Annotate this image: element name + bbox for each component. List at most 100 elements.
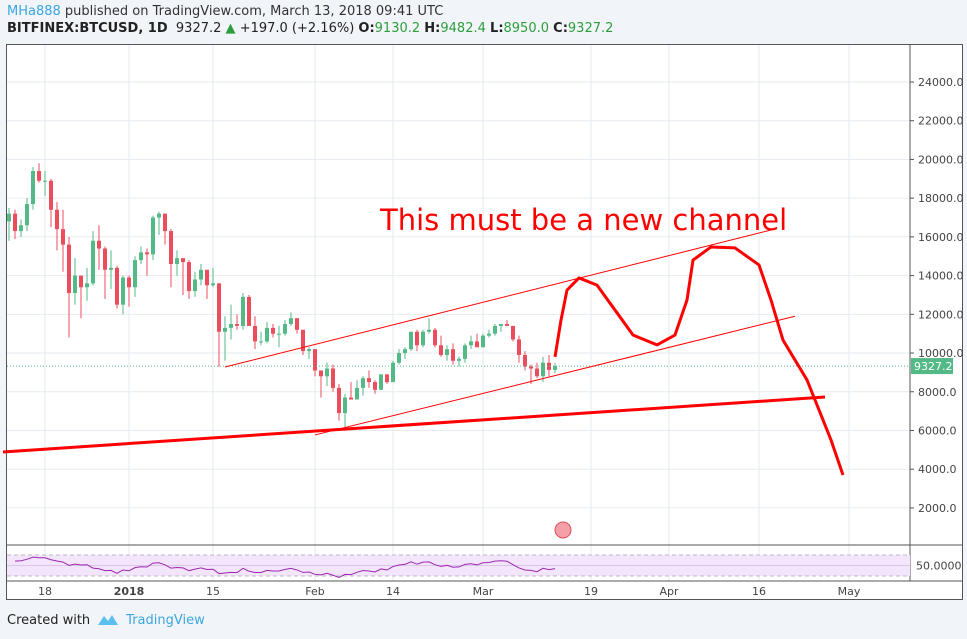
candle [145, 248, 149, 276]
candle [247, 294, 251, 326]
candle-body [115, 267, 119, 305]
candle [19, 219, 23, 237]
low-value: 8950.0 [503, 21, 550, 36]
candle-body [391, 362, 395, 383]
candle [139, 246, 143, 264]
candle-body [157, 213, 161, 218]
candle-body [397, 353, 401, 363]
candle [421, 329, 425, 348]
channel-lower-line [314, 315, 796, 436]
candle [85, 267, 89, 301]
candle-body [19, 225, 23, 232]
candle-body [469, 341, 473, 346]
candle [523, 351, 527, 371]
candle [313, 349, 317, 377]
candle [235, 314, 239, 330]
candle [205, 269, 209, 299]
candle-body [85, 283, 89, 288]
candle-body [403, 349, 407, 354]
candle-body [415, 331, 419, 346]
candle [283, 320, 287, 336]
candle-body [499, 324, 503, 326]
candle [445, 345, 449, 361]
candle-body [193, 279, 197, 292]
candle [73, 258, 77, 305]
candle [355, 380, 359, 400]
candle [193, 271, 197, 297]
candle-body [511, 325, 515, 340]
time-tick-label: May [838, 585, 861, 598]
candle-body [325, 368, 329, 377]
chart-frame[interactable] [6, 44, 963, 600]
candle-body [7, 213, 11, 222]
candle-body [133, 260, 137, 288]
last-price-badge [911, 358, 953, 375]
time-tick-label: 15 [206, 585, 220, 598]
candle [391, 360, 395, 383]
candle-body [271, 327, 275, 334]
candle [49, 178, 53, 228]
candle-body [103, 248, 107, 270]
publish-text: published on TradingView.com, March 13, … [64, 4, 444, 19]
price-tick-label: 4000.0 [918, 463, 957, 476]
candle [169, 229, 173, 288]
time-tick-label: 14 [386, 585, 400, 598]
candle [61, 209, 65, 272]
candle [43, 171, 47, 197]
price-tick-label: 20000.0 [918, 153, 964, 166]
candle-body [235, 324, 239, 326]
candle-body [229, 324, 233, 328]
candle-body [307, 349, 311, 352]
candle-body [487, 333, 491, 336]
candle [127, 275, 131, 307]
candle [217, 283, 221, 367]
candle [229, 304, 233, 340]
candle [7, 207, 11, 241]
candle-body [301, 329, 305, 352]
symbol-info: BITFINEX:BTCUSD, 1D 9327.2 ▲ +197.0 (+2.… [7, 21, 613, 36]
candle-body [139, 252, 143, 261]
candle-body [199, 269, 203, 280]
high-value: 9482.4 [440, 21, 486, 36]
candle-body [79, 275, 83, 288]
candle [553, 363, 557, 374]
candle-body [13, 213, 17, 232]
close-value: 9327.2 [567, 21, 614, 36]
candle-body [331, 368, 335, 388]
candle-body [373, 382, 377, 390]
candle [181, 258, 185, 295]
candle [307, 347, 311, 359]
candle-body [481, 335, 485, 348]
tradingview-link[interactable]: TradingView [126, 612, 205, 628]
candle-body [163, 213, 167, 232]
candle [457, 356, 461, 367]
price-tick-label: 6000.0 [918, 424, 957, 437]
candle [289, 312, 293, 326]
price-tick-label: 16000.0 [918, 231, 964, 244]
candle-body [253, 325, 257, 342]
candle [517, 335, 521, 363]
candle [469, 335, 473, 350]
candle-body [337, 387, 341, 414]
candle-body [25, 203, 29, 226]
candle-body [205, 269, 209, 286]
candle [133, 256, 137, 297]
candle-body [217, 283, 221, 332]
candle [547, 354, 551, 377]
candle [259, 331, 263, 346]
candle [37, 163, 41, 183]
high-label: H: [424, 21, 441, 36]
candle [265, 322, 269, 344]
candle-body [409, 331, 413, 350]
candle [91, 231, 95, 286]
candle-body [97, 240, 101, 249]
candle-body [241, 296, 245, 326]
author-link[interactable]: MHa888 [7, 4, 61, 19]
candle-body [505, 324, 509, 326]
candle [25, 198, 29, 232]
candle [433, 327, 437, 348]
candle-body [421, 331, 425, 346]
price-tick-label: 8000.0 [918, 386, 957, 399]
candle [403, 347, 407, 359]
